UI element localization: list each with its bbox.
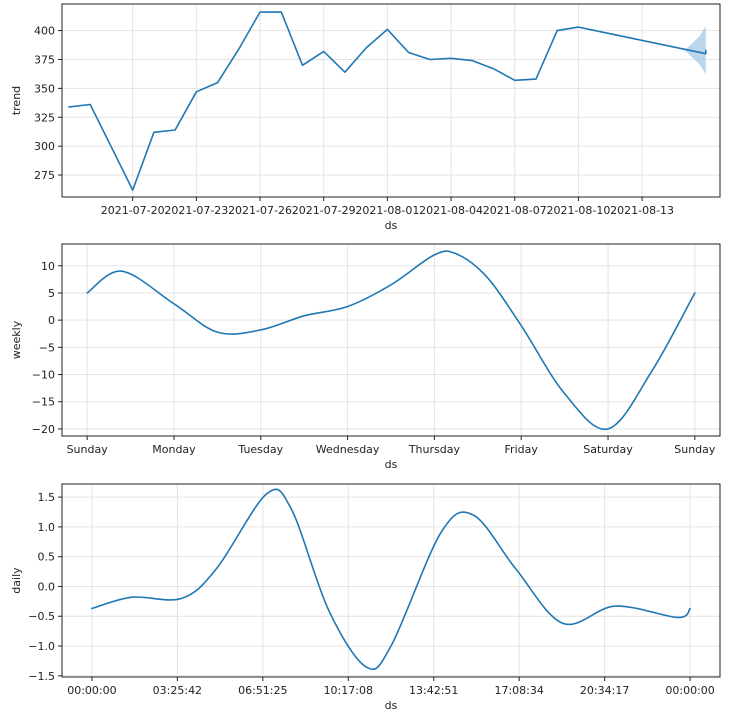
y-tick-label: −10: [32, 369, 55, 382]
x-tick-label: 00:00:00: [665, 684, 714, 697]
y-tick-label: 275: [34, 169, 55, 182]
x-axis-label: ds: [385, 219, 398, 232]
x-tick-label: Thursday: [408, 443, 461, 456]
y-axis-label: daily: [10, 567, 23, 594]
plot-frame: [61, 3, 721, 198]
plot-frame: [61, 243, 721, 437]
y-tick-label: 325: [34, 111, 55, 124]
trend-series-line: [68, 11, 707, 191]
x-tick-label: Saturday: [583, 443, 633, 456]
x-tick-label: 2021-08-04: [419, 204, 483, 217]
x-tick-label: 06:51:25: [238, 684, 287, 697]
x-tick-label: Sunday: [674, 443, 716, 456]
x-tick-label: Sunday: [67, 443, 109, 456]
y-axis-label: trend: [10, 86, 23, 115]
x-tick-label: 10:17:08: [324, 684, 373, 697]
y-tick-label: −20: [32, 423, 55, 436]
plot-frame: [61, 483, 721, 678]
x-tick-label: Wednesday: [316, 443, 380, 456]
x-tick-label: 2021-08-13: [610, 204, 674, 217]
y-tick-label: −1.0: [28, 640, 55, 653]
y-tick-label: 0: [48, 314, 55, 327]
x-tick-label: 2021-07-26: [228, 204, 292, 217]
y-tick-label: −0.5: [28, 610, 55, 623]
panel-trend: 2021-07-20 2021-07-23 2021-07-26 2021-07-29…: [10, 3, 721, 232]
y-axis-label: weekly: [10, 320, 23, 359]
y-tick-label: 375: [34, 53, 55, 66]
x-tick-label: 2021-07-29: [292, 204, 356, 217]
y-tick-label: 400: [34, 25, 55, 38]
x-tick-label: 2021-08-07: [483, 204, 547, 217]
x-tick-label: Tuesday: [237, 443, 283, 456]
y-tick-label: 10: [41, 260, 55, 273]
y-tick-label: −1.5: [28, 670, 55, 683]
x-tick-label: 17:08:34: [494, 684, 543, 697]
x-axis-label: ds: [385, 699, 398, 712]
x-tick-label: Friday: [505, 443, 539, 456]
y-tick-label: 1.5: [38, 491, 56, 504]
daily-series-line: [91, 488, 691, 671]
x-tick-label: 13:42:51: [409, 684, 458, 697]
y-tick-label: 0.0: [38, 580, 56, 593]
x-tick-label: 2021-07-23: [164, 204, 228, 217]
y-tick-label: 1.0: [38, 521, 56, 534]
weekly-series-line: [86, 250, 696, 430]
y-tick-label: 5: [48, 287, 55, 300]
uncertainty-band: [684, 26, 706, 75]
y-tick-label: −15: [32, 396, 55, 409]
y-tick-label: 0.5: [38, 551, 56, 564]
panel-daily: 00:00:00 03:25:42 06:51:25 10:17:08 13:42:51…: [10, 483, 721, 712]
x-tick-label: 2021-07-20: [101, 204, 165, 217]
x-tick-label: 2021-08-10: [546, 204, 610, 217]
panel-weekly: Sunday Monday Tuesday Wednesday Thursday Frid…: [10, 243, 721, 471]
y-tick-label: 350: [34, 82, 55, 95]
x-tick-label: Monday: [152, 443, 196, 456]
y-tick-label: 300: [34, 140, 55, 153]
y-tick-label: −5: [39, 341, 55, 354]
x-tick-label: 03:25:42: [153, 684, 202, 697]
x-tick-label: 20:34:17: [580, 684, 629, 697]
x-tick-label: 2021-08-01: [355, 204, 419, 217]
x-axis-label: ds: [385, 458, 398, 471]
x-tick-label: 00:00:00: [67, 684, 116, 697]
